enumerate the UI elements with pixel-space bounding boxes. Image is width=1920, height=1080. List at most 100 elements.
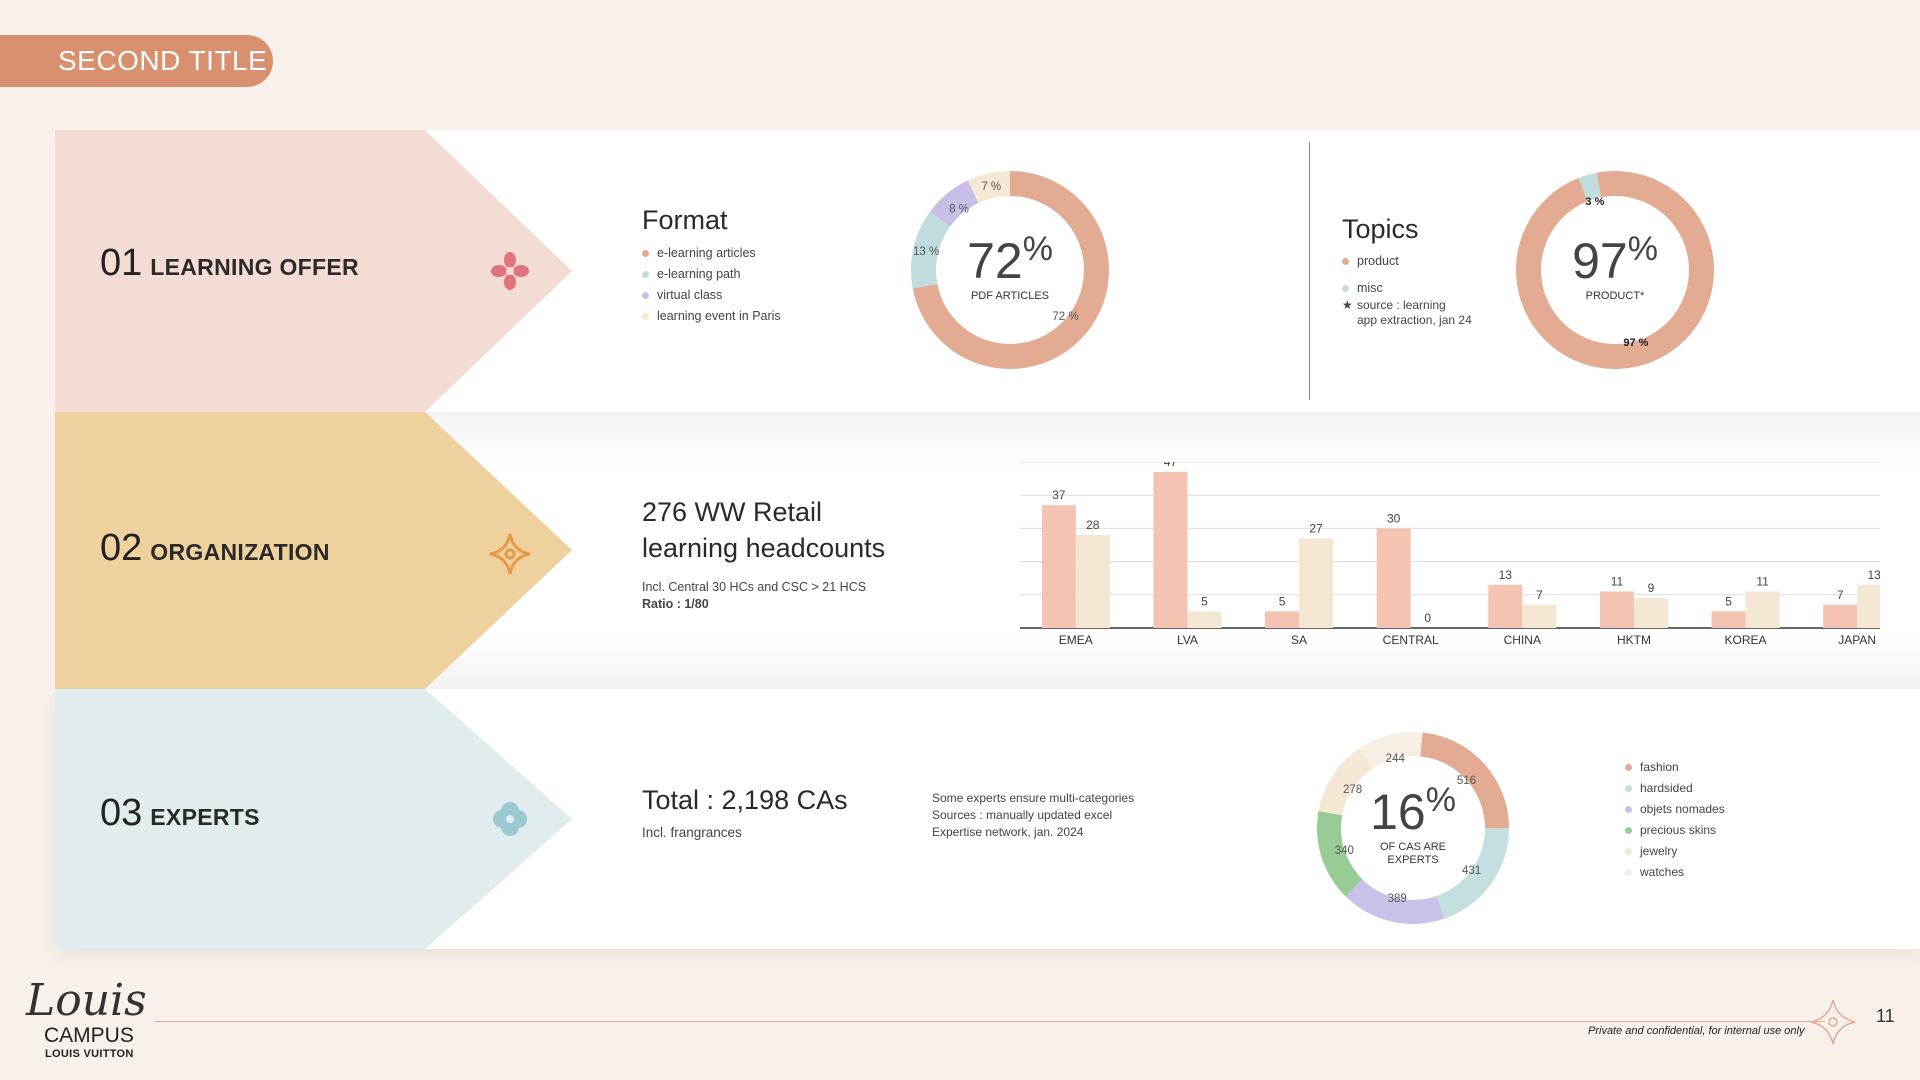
bar-china-s1 [1488,584,1523,628]
bar-korea-s1 [1711,611,1746,628]
legend-item: precious skins [1625,820,1725,841]
section-number: 02 [100,527,143,569]
format-center-pct: % [1022,230,1053,268]
legend-dot [1342,285,1349,292]
experts-note-line1: Some experts ensure multi-categories [932,791,1135,805]
bar-japan-s1 [1823,604,1858,628]
donut-slice-4 [1317,810,1363,897]
legend-item: misc [1342,278,1399,299]
experts-note: Some experts ensure multi-categories Sou… [932,790,1134,841]
topics-note: ★ source : learning app extraction, jan 2… [1342,298,1472,328]
section-number: 01 [100,242,143,284]
section-arrow-1 [55,130,572,412]
org-sub: Incl. Central 30 HCs and CSC > 21 HCS Ra… [642,579,866,613]
org-title: 276 WW Retail learning headcounts [642,494,885,566]
donut-slice-label: 7 % [981,181,1001,193]
experts-note-line2: Sources : manually updated excel [932,808,1113,822]
legend-label: product [1357,254,1399,268]
legend-label: misc [1357,281,1383,295]
section-number: 03 [100,792,143,834]
legend-label: precious skins [1640,823,1717,837]
legend-label: learning event in Paris [657,309,781,323]
blue-quatrefoil-icon [493,802,527,836]
org-title-line2: learning headcounts [642,533,886,563]
donut-slice-label: 340 [1335,845,1354,857]
experts-center: 16% OF CAS ARE EXPERTS [1353,781,1473,867]
x-tick-label: EMEA [1059,633,1093,647]
x-tick-label: JAPAN [1838,633,1876,647]
legend-dot [1625,785,1632,792]
donut-slice-label: 72 % [1052,311,1078,323]
bar-value-label: 13 [1499,568,1513,582]
legend-item: e-learning path [642,264,781,285]
x-tick-label: CHINA [1504,633,1541,647]
donut-slice-label: 244 [1386,753,1406,765]
bar-hktm-s1 [1599,591,1634,628]
vertical-divider [1309,142,1310,400]
bar-central-s1 [1376,528,1411,628]
section-label: EXPERTS [150,804,260,830]
bar-japan-s2 [1857,584,1880,628]
section-experts: 03 EXPERTS Total : 2,198 CAs Incl. frangr… [55,689,1920,949]
donut-slice-label: 516 [1457,775,1476,787]
bar-sa-s1 [1265,611,1300,628]
section-arrow-3 [55,689,572,949]
page-number: 11 [1876,1006,1895,1026]
format-center-caption: PDF ARTICLES [970,290,1050,302]
bar-value-label: 11 [1611,574,1624,588]
legend-dot [1625,869,1632,876]
bar-value-label: 27 [1309,521,1323,535]
page-title: SECOND TITLE [0,35,273,87]
legend-label: watches [1640,865,1685,879]
experts-center-pct: % [1425,781,1456,819]
org-sub-line2: Ratio : 1/80 [642,597,709,611]
donut-slice-label: 278 [1343,784,1362,796]
legend-dot [1625,764,1632,771]
legend-item: virtual class [642,285,781,306]
bar-value-label: 5 [1201,594,1208,608]
footer-divider [155,1021,1825,1022]
orange-star-icon [489,533,531,575]
x-tick-label: SA [1291,633,1307,647]
bar-sa-s2 [1299,538,1334,628]
confidential-note: Private and confidential, for internal u… [1588,1025,1805,1037]
experts-center-caption2: EXPERTS [1387,854,1439,866]
org-title-line1: 276 WW Retail [642,497,823,527]
bar-value-label: 5 [1725,594,1732,608]
bar-value-label: 7 [1837,588,1844,602]
format-legend: e-learning articles e-learning path virtua… [642,243,781,327]
logo-campus: CAMPUS [44,1024,134,1047]
legend-label: objets nomades [1640,802,1725,816]
section-heading-3: 03 EXPERTS [100,792,260,835]
format-center-value: 72 [967,233,1023,289]
bar-korea-s2 [1745,591,1780,628]
topics-center: 97% PRODUCT* [1555,230,1675,303]
donut-slice-label: 431 [1462,865,1481,877]
bar-value-label: 28 [1086,518,1100,532]
org-sub-line1: Incl. Central 30 HCs and CSC > 21 HCS [642,580,867,594]
legend-item: hardsided [1625,778,1725,799]
legend-label: virtual class [657,288,723,302]
legend-dot [1625,848,1632,855]
logo-script: Louis [26,975,147,1026]
section-label: ORGANIZATION [150,539,330,565]
legend-dot [642,250,649,257]
legend-item: fashion [1625,757,1725,778]
format-title: Format [642,205,728,235]
legend-dot [1625,806,1632,813]
donut-slice-6 [1358,732,1423,769]
legend-item: objets nomades [1625,799,1725,820]
experts-title: Total : 2,198 CAs [642,785,848,815]
section-label: LEARNING OFFER [150,254,359,280]
donut-slice-label: 13 % [913,246,939,258]
legend-item: product [1342,251,1399,272]
bar-lva-s2 [1187,611,1222,628]
topics-center-pct: % [1627,230,1658,268]
bar-value-label: 0 [1424,611,1431,625]
bar-value-label: 9 [1648,581,1655,595]
headcount-bar-chart: 37 28 EMEA 47 5 LVA 5 27 SA 30 0 CENTRAL 13 7 CHINA 11 9… [1020,462,1880,647]
legend-label: fashion [1640,760,1679,774]
donut-slice-3 [1345,879,1445,924]
legend-dot [642,292,649,299]
bar-value-label: 30 [1387,511,1401,525]
